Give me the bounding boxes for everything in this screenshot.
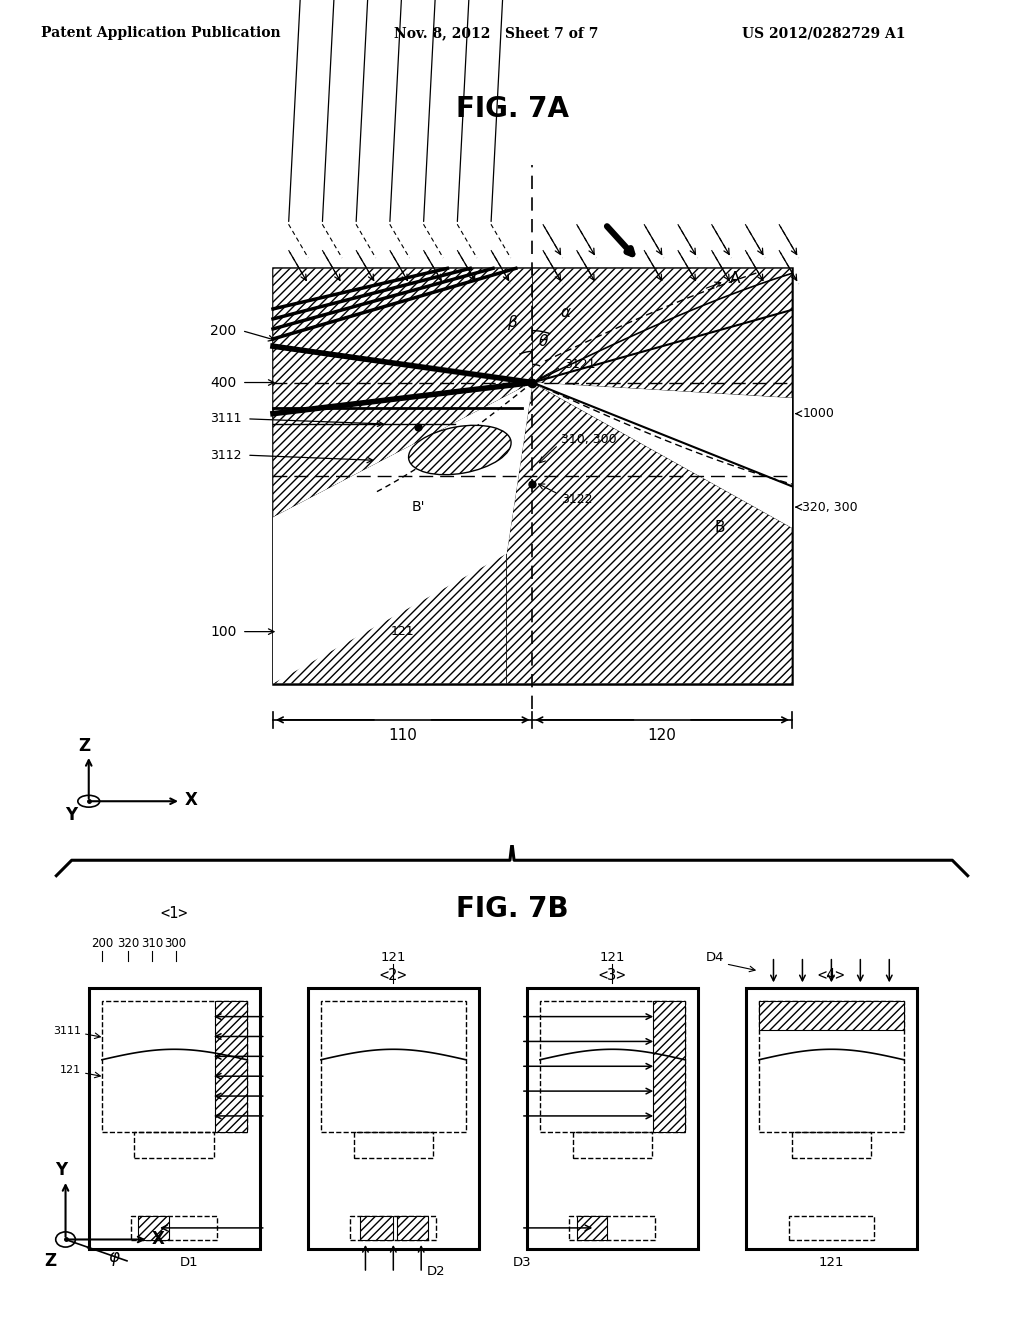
Bar — [350, 1216, 436, 1239]
Bar — [273, 268, 792, 684]
Bar — [88, 987, 260, 1249]
Text: 3121: 3121 — [563, 358, 595, 371]
Bar — [759, 1001, 904, 1030]
Bar — [353, 1131, 433, 1158]
Text: <4>: <4> — [818, 969, 845, 983]
Text: 3111: 3111 — [53, 1026, 82, 1036]
Bar — [102, 1001, 247, 1131]
Text: <1>: <1> — [161, 907, 188, 921]
Text: 121: 121 — [818, 1255, 844, 1269]
Bar — [321, 1001, 466, 1131]
Bar — [577, 1216, 607, 1239]
Bar — [134, 1131, 214, 1158]
Bar — [131, 1216, 217, 1239]
Text: D1: D1 — [179, 1255, 198, 1269]
Text: 121: 121 — [381, 952, 407, 965]
Text: Y: Y — [65, 805, 77, 824]
Bar — [569, 1216, 655, 1239]
Bar — [792, 1131, 871, 1158]
Text: 320: 320 — [117, 937, 139, 950]
Text: 100: 100 — [210, 624, 237, 639]
Bar — [540, 1001, 685, 1131]
Bar — [273, 268, 792, 684]
Text: 3111: 3111 — [210, 412, 242, 425]
Text: 3122: 3122 — [561, 492, 593, 506]
Text: 310: 310 — [140, 937, 163, 950]
Text: φ: φ — [109, 1247, 120, 1266]
Text: 300: 300 — [165, 937, 186, 950]
Text: <2>: <2> — [380, 969, 407, 983]
Text: <3>: <3> — [599, 969, 626, 983]
Text: FIG. 7B: FIG. 7B — [456, 895, 568, 923]
Text: FIG. 7A: FIG. 7A — [456, 95, 568, 124]
Text: 121: 121 — [391, 626, 415, 638]
Text: X: X — [184, 791, 198, 809]
Polygon shape — [507, 383, 792, 684]
Text: Nov. 8, 2012   Sheet 7 of 7: Nov. 8, 2012 Sheet 7 of 7 — [394, 26, 599, 41]
Text: 3112: 3112 — [210, 449, 242, 462]
Text: 121: 121 — [60, 1065, 82, 1074]
Polygon shape — [532, 268, 792, 399]
Ellipse shape — [409, 425, 511, 475]
Text: D2: D2 — [427, 1266, 445, 1278]
Bar — [759, 1001, 904, 1131]
Text: US 2012/0282729 A1: US 2012/0282729 A1 — [742, 26, 906, 41]
Bar — [215, 1001, 247, 1131]
Bar — [359, 1216, 393, 1239]
Bar — [745, 987, 918, 1249]
Text: Patent Application Publication: Patent Application Publication — [41, 26, 281, 41]
Text: A: A — [730, 271, 740, 286]
Bar — [788, 1216, 874, 1239]
Text: 110: 110 — [388, 727, 417, 743]
Bar — [397, 1216, 428, 1239]
Text: Z: Z — [44, 1251, 56, 1270]
Text: β: β — [507, 315, 517, 330]
Polygon shape — [273, 268, 532, 517]
Text: 121: 121 — [600, 952, 625, 965]
Bar — [572, 1131, 652, 1158]
Text: B': B' — [412, 500, 425, 513]
Text: α: α — [561, 305, 571, 319]
Polygon shape — [273, 383, 532, 684]
Text: Y: Y — [55, 1162, 67, 1179]
Text: θ: θ — [539, 334, 548, 348]
Bar — [526, 987, 698, 1249]
Text: D3: D3 — [513, 1255, 531, 1269]
Text: D4: D4 — [706, 952, 724, 965]
Text: 200: 200 — [210, 323, 237, 338]
Text: 310, 300: 310, 300 — [561, 433, 616, 446]
Bar — [307, 987, 479, 1249]
Text: 400: 400 — [210, 375, 237, 389]
Text: Z: Z — [79, 738, 91, 755]
Text: 320, 300: 320, 300 — [803, 500, 858, 513]
Bar — [653, 1001, 685, 1131]
Polygon shape — [273, 517, 507, 684]
Polygon shape — [273, 383, 792, 554]
Text: X: X — [152, 1230, 165, 1249]
Text: B: B — [714, 520, 725, 536]
Bar — [138, 1216, 169, 1239]
Text: 200: 200 — [91, 937, 113, 950]
Text: 1000: 1000 — [803, 407, 835, 420]
Text: 120: 120 — [648, 727, 677, 743]
